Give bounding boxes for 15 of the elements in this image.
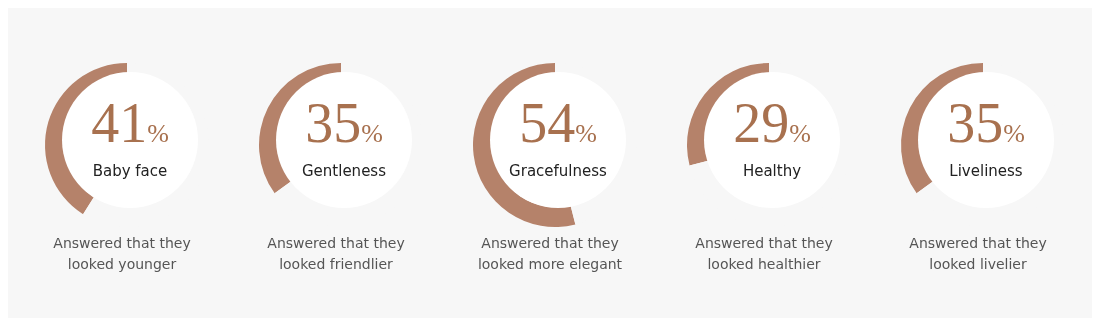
text: Answered that they looked younger: [52, 234, 192, 274]
slice-label: Baby face: [91, 162, 169, 180]
slice-label: Gentleness: [301, 162, 387, 180]
text: Answered that they looked healthier: [694, 234, 834, 274]
data-label: 35%: [305, 92, 383, 154]
slice-label: Liveliness: [948, 162, 1024, 180]
data-label: 29%: [733, 92, 811, 154]
text: Answered that they looked livelier: [908, 234, 1048, 274]
data-label: 41%: [91, 92, 169, 154]
data-label: 35%: [947, 92, 1025, 154]
text: Answered that they looked more elegant: [476, 234, 624, 274]
data-label: 54%: [519, 92, 597, 154]
slice-label: Gracefulness: [508, 162, 608, 180]
slice-label: Healthy: [741, 162, 803, 180]
text: Answered that they looked friendlier: [266, 234, 406, 274]
